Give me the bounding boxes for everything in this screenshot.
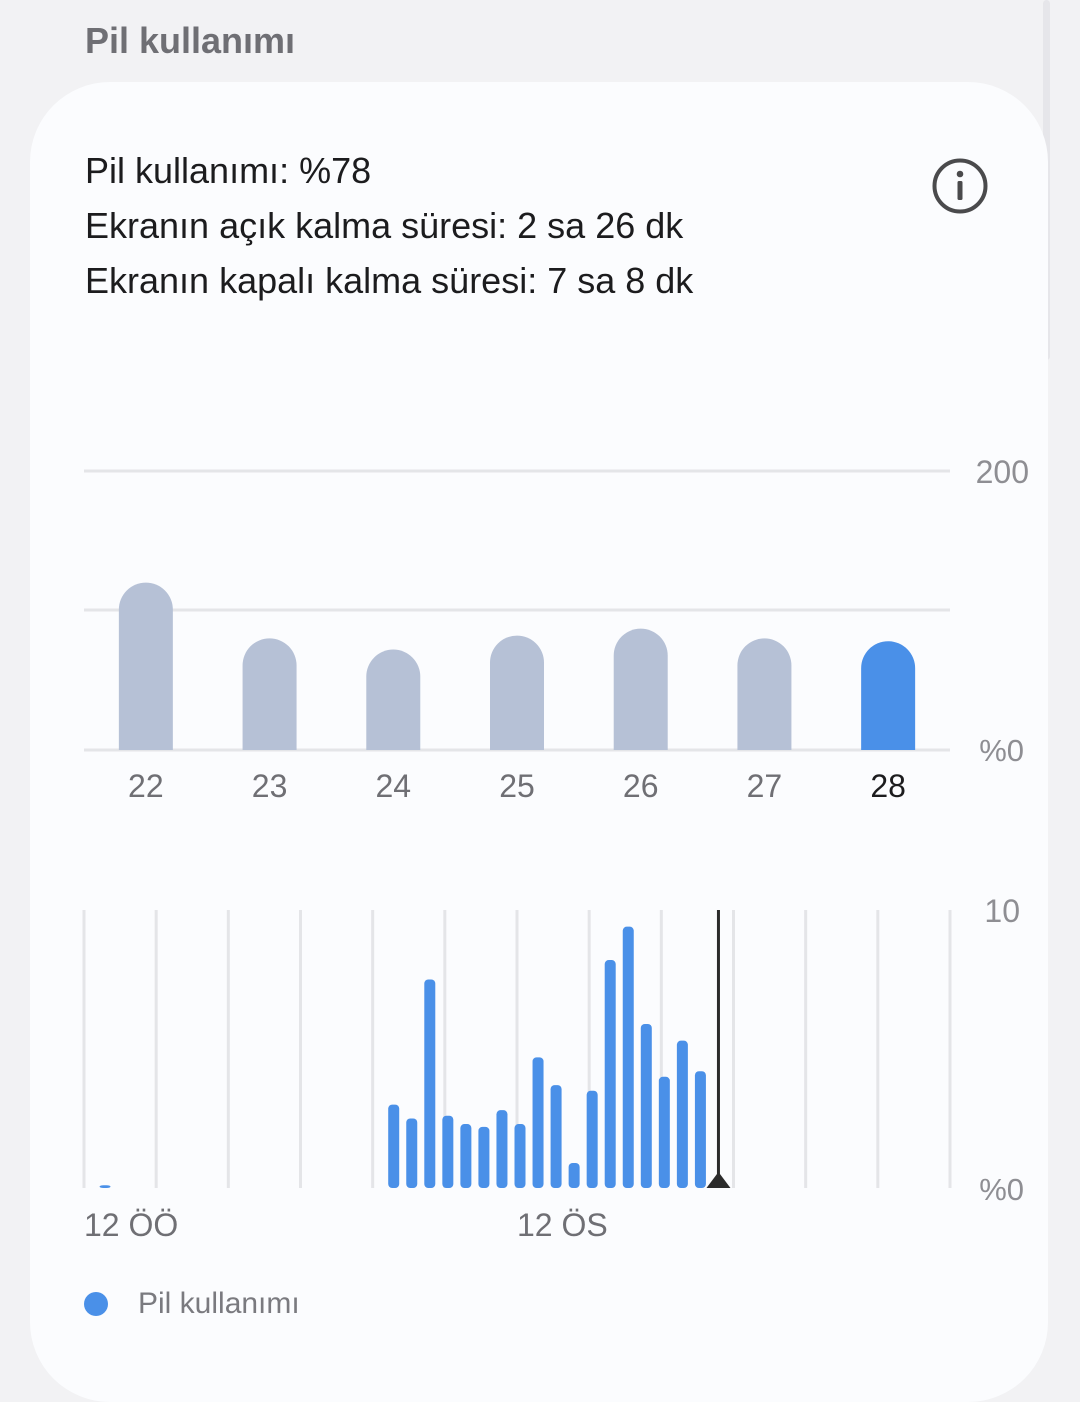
hourly-bar xyxy=(496,1110,508,1188)
daily-bar xyxy=(242,638,297,750)
section-title: Pil kullanımı xyxy=(85,20,296,61)
daily-x-tick-label: 23 xyxy=(252,768,288,804)
hourly-bar xyxy=(640,1023,652,1188)
hourly-bar xyxy=(694,1071,706,1188)
daily-bar xyxy=(366,649,421,750)
daily-bar xyxy=(118,582,173,750)
battery-usage-charts: 200 %0 22 23 24 25 26 27 28 10 %0 12 ÖÖ 12 ÖS xyxy=(82,454,1029,1243)
hourly-bar xyxy=(478,1126,490,1188)
usage-summary: Pil kullanımı: %78 Ekranın açık kalma sü… xyxy=(85,150,693,315)
hourly-x-tick-label: 12 ÖS xyxy=(517,1207,608,1243)
hourly-bar xyxy=(99,1185,111,1188)
hourly-bar xyxy=(388,1104,400,1188)
hourly-bar xyxy=(568,1162,580,1188)
daily-x-tick-label: 27 xyxy=(747,768,783,804)
hourly-bar xyxy=(550,1085,562,1188)
daily-x-tick-label: 25 xyxy=(499,768,535,804)
battery-usage-total: Pil kullanımı: %78 xyxy=(85,150,372,191)
legend-marker xyxy=(84,1292,108,1316)
daily-x-tick-label: 26 xyxy=(623,768,659,804)
hourly-bar xyxy=(658,1076,670,1188)
daily-bar xyxy=(861,641,916,750)
hourly-bar xyxy=(622,926,634,1188)
daily-y-tick-label: 200 xyxy=(976,454,1029,490)
hourly-bar xyxy=(442,1115,454,1188)
legend-label: Pil kullanımı xyxy=(138,1287,300,1320)
hourly-bar xyxy=(586,1090,598,1188)
hourly-bar xyxy=(460,1124,472,1188)
hourly-bar xyxy=(676,1040,688,1188)
chart-legend: Pil kullanımı xyxy=(84,1284,300,1324)
daily-bar xyxy=(490,635,544,750)
daily-y-tick-label: %0 xyxy=(979,733,1024,768)
hourly-bar xyxy=(604,960,616,1188)
hourly-y-tick-label: 10 xyxy=(984,893,1020,929)
screen-on-time: Ekranın açık kalma süresi: 2 sa 26 dk xyxy=(85,205,684,246)
daily-x-tick-label: 28 xyxy=(870,768,906,804)
current-time-marker-arrow xyxy=(706,1172,731,1188)
hourly-bar xyxy=(532,1057,544,1188)
daily-x-tick-label: 22 xyxy=(128,768,164,804)
hourly-bar xyxy=(514,1124,526,1188)
daily-x-tick-label: 24 xyxy=(375,768,411,804)
daily-bar xyxy=(613,628,668,750)
hourly-bar xyxy=(424,979,436,1188)
hourly-y-tick-label: %0 xyxy=(979,1172,1024,1207)
info-icon[interactable] xyxy=(931,157,989,215)
daily-bar xyxy=(737,638,792,750)
screen-off-time: Ekranın kapalı kalma süresi: 7 sa 8 dk xyxy=(85,260,694,301)
hourly-bar xyxy=(406,1118,418,1188)
hourly-x-tick-label: 12 ÖÖ xyxy=(84,1207,178,1243)
